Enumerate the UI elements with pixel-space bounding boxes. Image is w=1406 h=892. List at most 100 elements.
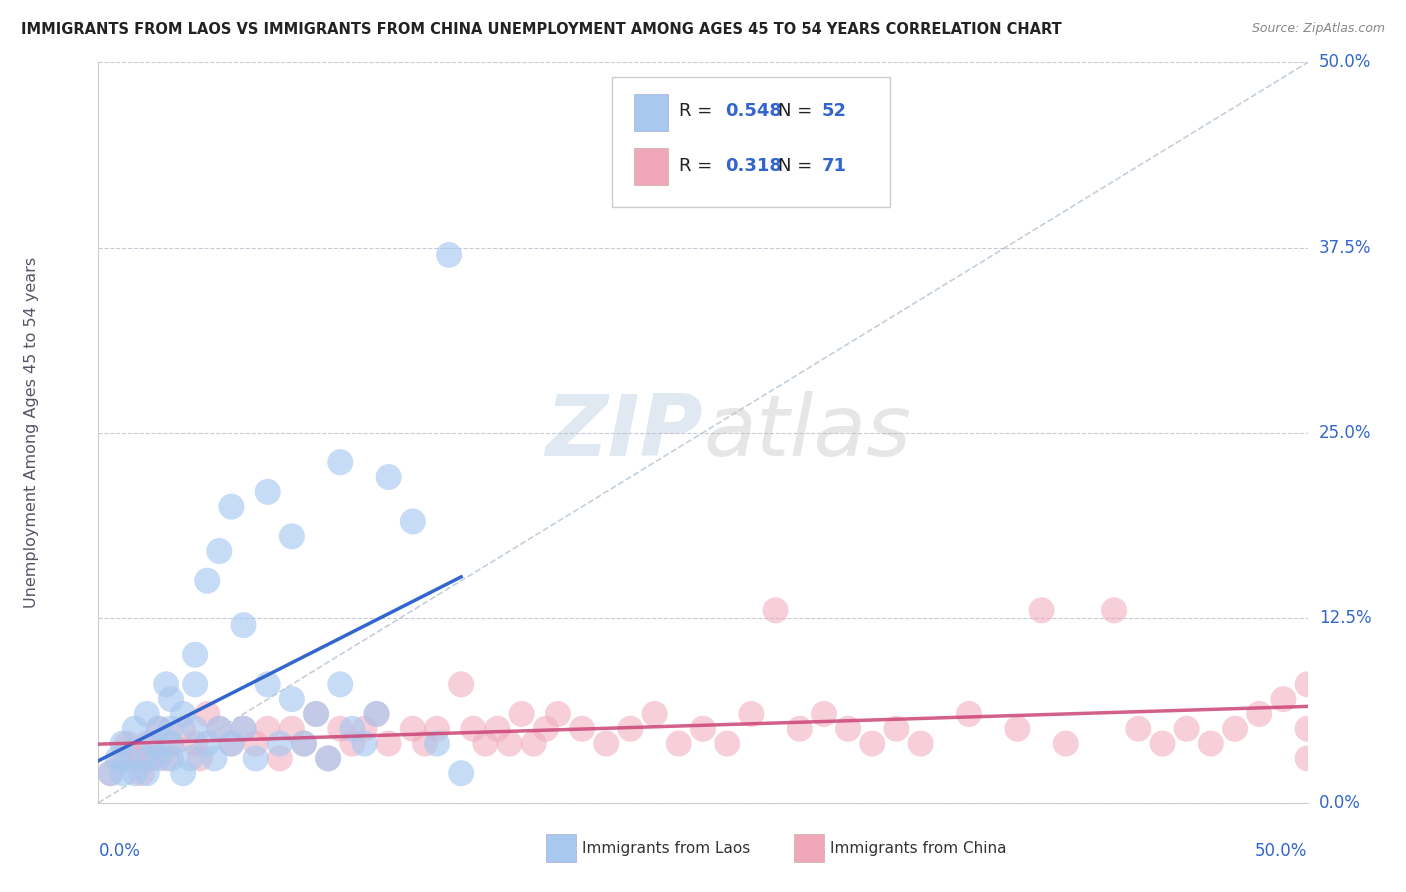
Point: [281, 529, 304, 543]
Point: [1152, 737, 1174, 751]
Point: [160, 692, 183, 706]
Point: [1199, 737, 1222, 751]
Point: [179, 751, 201, 765]
Point: [131, 766, 153, 780]
Text: N =: N =: [778, 102, 818, 120]
Point: [886, 722, 908, 736]
Point: [195, 574, 218, 588]
Point: [1296, 722, 1319, 736]
Point: [204, 751, 226, 765]
Text: IMMIGRANTS FROM LAOS VS IMMIGRANTS FROM CHINA UNEMPLOYMENT AMONG AGES 45 TO 54 Y: IMMIGRANTS FROM LAOS VS IMMIGRANTS FROM …: [21, 22, 1062, 37]
Text: 52: 52: [821, 102, 846, 120]
Point: [124, 722, 146, 736]
Text: 0.318: 0.318: [724, 157, 782, 175]
Point: [619, 722, 641, 736]
Point: [426, 737, 449, 751]
Point: [353, 722, 375, 736]
Point: [100, 766, 122, 780]
Point: [1031, 603, 1053, 617]
Point: [366, 706, 388, 721]
Point: [534, 722, 557, 736]
Text: Source: ZipAtlas.com: Source: ZipAtlas.com: [1251, 22, 1385, 36]
Point: [463, 722, 485, 736]
Point: [256, 677, 278, 691]
Point: [148, 722, 170, 736]
Point: [377, 470, 399, 484]
Point: [1007, 722, 1029, 736]
Point: [1296, 677, 1319, 691]
Point: [498, 737, 520, 751]
Point: [124, 751, 146, 765]
Point: [1249, 706, 1271, 721]
Point: [1272, 692, 1295, 706]
Point: [402, 722, 425, 736]
Point: [523, 737, 546, 751]
Point: [1296, 751, 1319, 765]
Point: [547, 706, 569, 721]
Point: [281, 722, 304, 736]
Text: R =: R =: [679, 102, 718, 120]
Point: [148, 722, 170, 736]
Bar: [634, 95, 668, 131]
Point: [292, 737, 315, 751]
Point: [269, 751, 291, 765]
Point: [111, 766, 134, 780]
FancyBboxPatch shape: [613, 78, 890, 207]
Point: [426, 722, 449, 736]
Point: [184, 737, 207, 751]
Point: [692, 722, 714, 736]
Point: [740, 706, 762, 721]
Point: [269, 737, 291, 751]
Point: [184, 722, 207, 736]
Point: [1223, 722, 1246, 736]
Point: [256, 722, 278, 736]
Point: [141, 737, 163, 751]
Point: [571, 722, 593, 736]
Point: [160, 722, 183, 736]
Text: 12.5%: 12.5%: [1319, 608, 1371, 627]
Point: [1175, 722, 1198, 736]
Point: [184, 677, 207, 691]
Point: [1128, 722, 1150, 736]
Point: [281, 692, 304, 706]
Point: [474, 737, 496, 751]
Point: [377, 737, 399, 751]
Text: Unemployment Among Ages 45 to 54 years: Unemployment Among Ages 45 to 54 years: [24, 257, 39, 608]
Point: [329, 722, 352, 736]
Point: [148, 751, 170, 765]
Point: [135, 751, 157, 765]
Point: [329, 455, 352, 469]
Point: [595, 737, 617, 751]
Text: 71: 71: [821, 157, 846, 175]
Point: [292, 737, 315, 751]
Text: ZIP: ZIP: [546, 391, 703, 475]
Text: 0.0%: 0.0%: [98, 842, 141, 860]
Point: [155, 677, 177, 691]
Bar: [634, 147, 668, 185]
Text: 50.0%: 50.0%: [1319, 54, 1371, 71]
Point: [172, 722, 194, 736]
Point: [316, 751, 339, 765]
Text: N =: N =: [778, 157, 818, 175]
Point: [117, 737, 139, 751]
Point: [195, 706, 218, 721]
Point: [342, 737, 364, 751]
Point: [111, 737, 134, 751]
Text: atlas: atlas: [703, 391, 911, 475]
Text: 25.0%: 25.0%: [1319, 424, 1371, 442]
Point: [402, 515, 425, 529]
Text: 37.5%: 37.5%: [1319, 238, 1371, 257]
Point: [245, 751, 267, 765]
Point: [160, 737, 183, 751]
Point: [117, 751, 139, 765]
Point: [305, 706, 328, 721]
Point: [135, 737, 157, 751]
Point: [100, 766, 122, 780]
Point: [366, 706, 388, 721]
Point: [155, 751, 177, 765]
Point: [765, 603, 787, 617]
Point: [910, 737, 932, 751]
Point: [221, 500, 243, 514]
Text: R =: R =: [679, 157, 724, 175]
Point: [450, 677, 472, 691]
